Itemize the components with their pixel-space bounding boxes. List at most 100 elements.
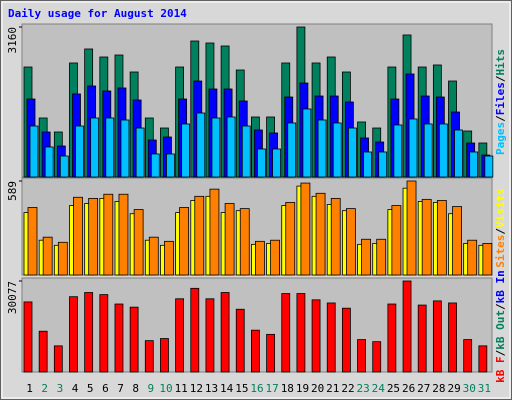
x-tick-label: 16 — [250, 382, 263, 395]
y-tick-label: 589 — [6, 181, 19, 201]
x-tick-label: 24 — [372, 382, 386, 395]
bar — [376, 238, 387, 276]
x-tick-label: 14 — [220, 382, 234, 395]
bar — [393, 124, 403, 178]
x-tick-label: 18 — [281, 382, 294, 395]
x-tick-label: 23 — [357, 382, 370, 395]
bar — [105, 117, 115, 178]
bar — [73, 196, 83, 276]
bar — [194, 195, 205, 276]
bar — [463, 339, 473, 373]
x-tick-label: 29 — [447, 382, 460, 395]
bar — [144, 340, 154, 373]
bar — [391, 205, 402, 276]
x-tick-label: 30 — [463, 382, 476, 395]
bar — [190, 287, 200, 373]
bar — [255, 240, 265, 276]
legend-separator: / — [494, 75, 507, 82]
x-tick-label: 3 — [57, 382, 64, 395]
bar — [133, 209, 144, 276]
bar — [90, 117, 100, 178]
bar — [347, 127, 357, 178]
bar — [88, 197, 99, 276]
x-tick-label: 8 — [132, 382, 139, 395]
bar — [272, 148, 281, 178]
bar — [27, 207, 38, 276]
x-tick-label: 11 — [175, 382, 188, 395]
bar — [59, 155, 69, 178]
bar — [406, 180, 417, 276]
bar — [484, 155, 494, 178]
bar — [332, 122, 342, 178]
legend-entry: Pages — [494, 122, 507, 155]
legend-separator: / — [494, 349, 507, 356]
bar — [118, 193, 129, 276]
legend: kB F/kB Out/kB In — [494, 270, 507, 383]
x-tick-label: 17 — [266, 382, 279, 395]
bar — [57, 241, 68, 276]
bar — [448, 302, 457, 373]
x-tick-label: 1 — [26, 382, 33, 395]
bar — [160, 338, 169, 373]
bar — [209, 188, 220, 276]
legend-separator: / — [494, 228, 507, 235]
bar — [357, 339, 366, 373]
bar — [345, 208, 356, 276]
bar — [103, 193, 114, 276]
bar — [438, 123, 448, 178]
bar — [436, 200, 447, 276]
bar — [296, 293, 306, 373]
bar — [417, 304, 427, 373]
bar — [361, 238, 371, 276]
x-tick-label: 9 — [148, 382, 155, 395]
bar — [38, 330, 48, 373]
bar — [315, 192, 326, 276]
bar — [84, 292, 94, 373]
bar — [179, 207, 190, 276]
y-tick-label: 3160 — [6, 27, 19, 54]
x-tick-label: 10 — [159, 382, 172, 395]
bar — [135, 127, 145, 178]
bar — [205, 298, 215, 373]
bar — [478, 345, 488, 373]
bar — [454, 129, 463, 178]
bar — [235, 308, 245, 373]
x-tick-label: 22 — [341, 382, 354, 395]
x-tick-label: 27 — [417, 382, 430, 395]
legend-separator: / — [494, 303, 507, 310]
bar — [175, 298, 185, 373]
x-tick-label: 31 — [478, 382, 491, 395]
bar — [196, 112, 206, 178]
x-tick-label: 12 — [190, 382, 203, 395]
x-tick-label: 5 — [87, 382, 94, 395]
bar — [69, 296, 78, 373]
bar — [469, 151, 479, 178]
bar — [421, 198, 432, 276]
bar — [53, 345, 63, 373]
bar — [423, 123, 433, 178]
bar — [285, 201, 296, 276]
bar — [211, 117, 221, 178]
bar — [75, 125, 84, 178]
legend-separator: / — [494, 115, 507, 122]
legend-entry: kB In — [494, 270, 507, 303]
bar — [150, 153, 160, 178]
y-tick-label: 30077 — [6, 281, 19, 314]
x-tick-label: 26 — [402, 382, 415, 395]
bar — [29, 125, 39, 178]
bar — [270, 239, 280, 276]
bar — [287, 122, 297, 178]
bar — [181, 123, 191, 178]
bar — [224, 203, 235, 276]
bar — [452, 206, 462, 276]
bar — [402, 280, 412, 373]
bar — [300, 182, 311, 276]
bar — [42, 236, 53, 276]
legend: Sites/Visits — [494, 188, 507, 268]
bar — [482, 243, 493, 276]
legend-entry: kB F — [494, 356, 507, 383]
bar — [44, 146, 54, 178]
bar — [467, 239, 478, 276]
